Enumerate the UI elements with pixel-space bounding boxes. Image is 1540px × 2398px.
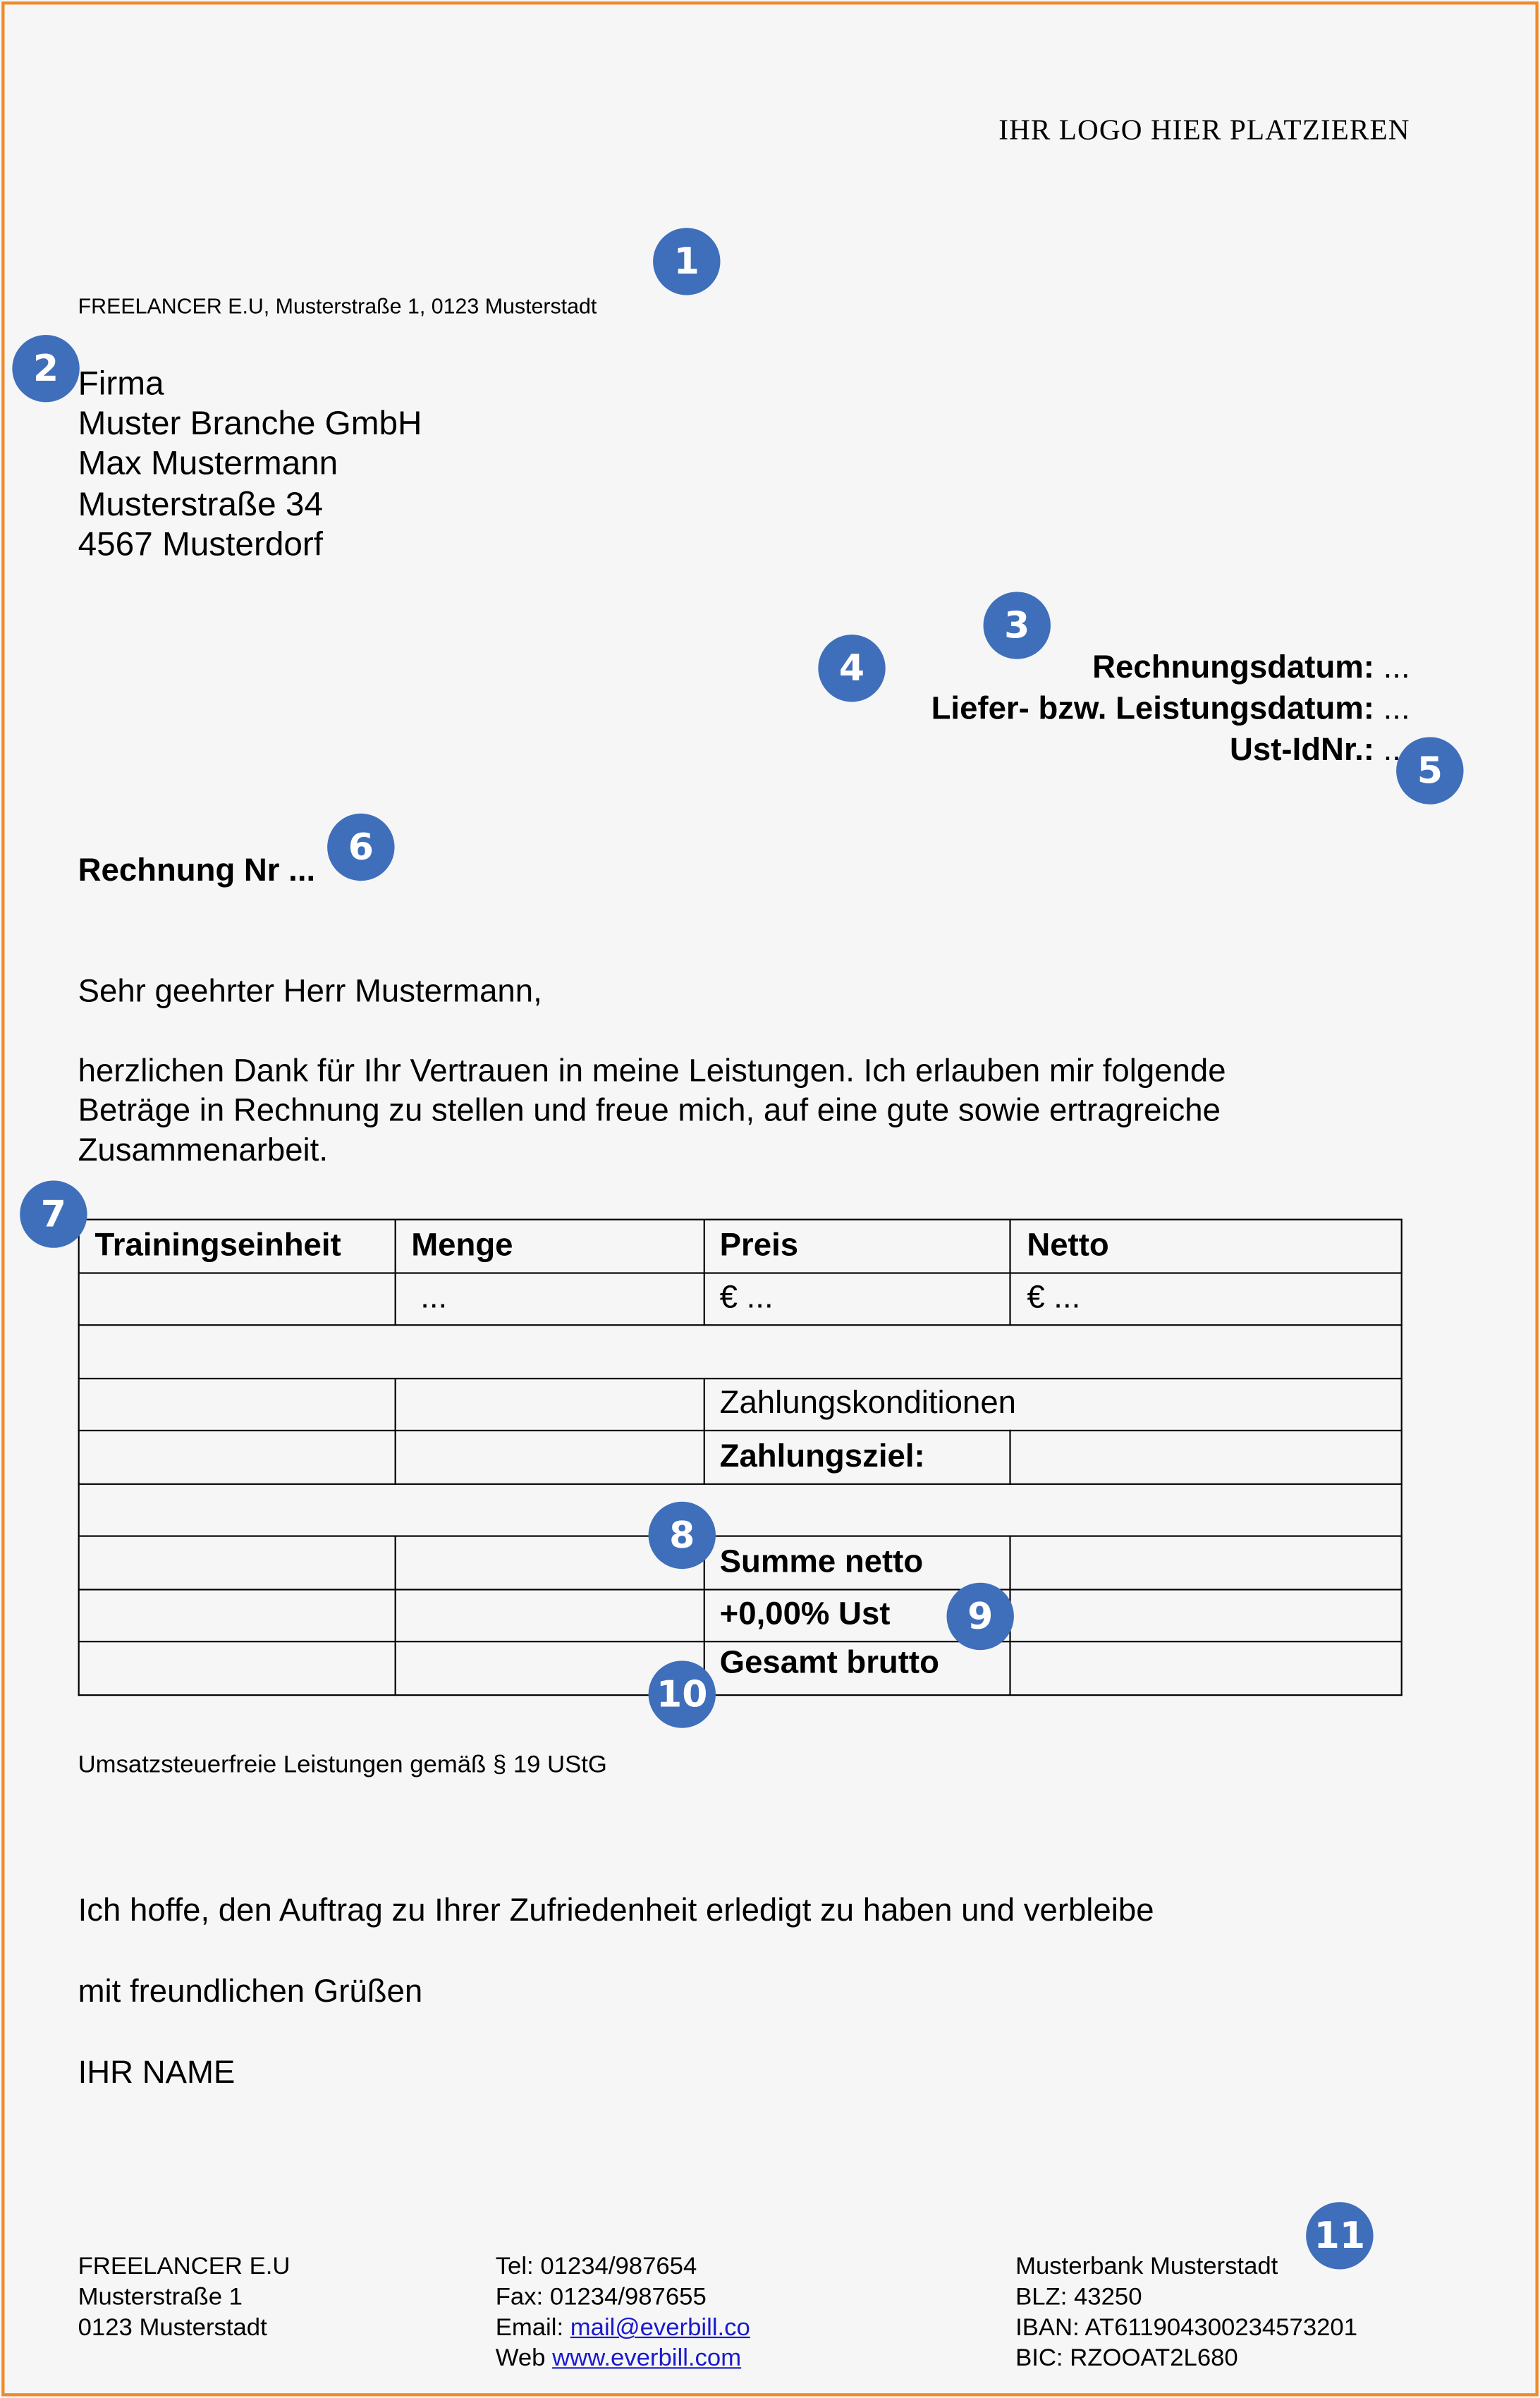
footer-city: 0123 Musterstadt [78,2315,267,2342]
tax-note: Umsatzsteuerfreie Leistungen gemäß § 19 … [78,1752,607,1779]
vat-id: Ust-IdNr.: ... [1230,734,1410,766]
regards: mit freundlichen Grüßen [78,1974,423,2009]
table-cell [1010,1429,1402,1484]
recipient-line: Firma [78,364,164,403]
table-row: +0,00% Ust [78,1588,1402,1643]
total-gross-label: Gesamt brutto [702,1641,1012,1696]
footer-iban: IBAN: AT611904300234573201 [1015,2315,1358,2342]
closing-text: Ich hoffe, den Auftrag zu Ihrer Zufriede… [78,1892,1154,1928]
number-badge: 8 [648,1501,716,1570]
recipient-line: 4567 Musterdorf [78,524,324,563]
recipient-line: Musterstraße 34 [78,484,323,523]
table-cell [78,1641,396,1696]
number-badge: 10 [648,1660,716,1728]
table-row: Zahlungskonditionen [78,1377,1402,1431]
table-cell [394,1377,704,1431]
meta-label: Liefer- bzw. Leistungsdatum: [931,691,1374,727]
invoice-date: Rechnungsdatum: ... [1092,652,1410,684]
number-badge: 5 [1396,737,1464,805]
web-label: Web [495,2345,553,2372]
header-cell: Trainingseinheit [78,1218,396,1273]
table-cell: ... [394,1271,704,1326]
number-badge: 9 [946,1582,1014,1651]
footer-tel: Tel: 01234/987654 [495,2253,697,2280]
intro-line: herzlichen Dank für Ihr Vertrauen in mei… [78,1053,1226,1089]
footer-blz: BLZ: 43250 [1015,2284,1142,2311]
table-row: Gesamt brutto [78,1641,1402,1696]
invoice-table: Trainingseinheit Menge Preis Netto ... €… [78,1218,1402,1696]
header-cell: Menge [394,1218,704,1273]
meta-value: ... [1383,649,1410,685]
number-badge: 11 [1306,2202,1374,2270]
table-row: Zahlungsziel: [78,1429,1402,1484]
header-cell: Netto [1010,1218,1402,1273]
table-cell [1010,1641,1402,1696]
invoice-title: Rechnung Nr ... [78,853,316,889]
footer-web: Web www.everbill.com [496,2347,741,2372]
table-cell [78,1482,1402,1537]
number-badge: 1 [653,228,721,295]
recipient-line: Max Mustermann [78,443,338,482]
signature-name: IHR NAME [78,2055,236,2091]
table-cell [394,1641,704,1696]
footer-street: Musterstraße 1 [78,2284,243,2311]
table-cell [78,1588,396,1643]
table-cell: € ... [702,1271,1012,1326]
web-link[interactable]: www.everbill.com [552,2345,742,2372]
footer-bank: Musterbank Musterstadt [1015,2253,1278,2280]
table-cell [78,1429,396,1484]
header-cell: Preis [702,1218,1012,1273]
payment-due-label: Zahlungsziel: [702,1429,1012,1484]
footer-email: Email: mail@everbill.co [495,2315,750,2342]
table-row [78,1324,1402,1379]
recipient-line: Muster Branche GmbH [78,403,422,442]
meta-value: ... [1383,691,1410,727]
sender-line: FREELANCER E.U, Musterstraße 1, 0123 Mus… [78,293,597,319]
number-badge: 4 [818,635,886,702]
table-row [78,1482,1402,1537]
table-row: ... € ... € ... [78,1271,1402,1326]
number-badge: 2 [12,334,80,403]
table-cell [78,1324,1402,1379]
intro-line: Zusammenarbeit. [78,1133,329,1168]
email-link[interactable]: mail@everbill.co [570,2315,750,2342]
footer-company: FREELANCER E.U [78,2253,291,2280]
number-badge: 7 [20,1180,87,1248]
salutation: Sehr geehrter Herr Mustermann, [78,974,542,1010]
footer-bic: BIC: RZOOAT2L680 [1015,2345,1238,2372]
email-label: Email: [495,2315,570,2342]
delivery-date: Liefer- bzw. Leistungsdatum: ... [931,692,1410,725]
number-badge: 6 [327,813,395,881]
table-cell [78,1535,396,1590]
table-header-row: Trainingseinheit Menge Preis Netto [78,1218,1402,1273]
meta-label: Ust-IdNr.: [1230,732,1374,768]
table-cell [1010,1588,1402,1643]
table-cell [394,1588,704,1643]
table-cell [1010,1535,1402,1590]
table-cell: € ... [1010,1271,1402,1326]
logo-placeholder: IHR LOGO HIER PLATZIEREN [998,114,1410,147]
payment-terms: Zahlungskonditionen [702,1377,1402,1431]
table-row: Summe netto [78,1535,1402,1590]
table-cell [78,1377,396,1431]
number-badge: 3 [983,592,1051,659]
meta-label: Rechnungsdatum: [1092,649,1374,685]
table-cell [394,1429,704,1484]
table-cell [78,1271,396,1326]
sum-net-label: Summe netto [702,1535,1012,1590]
intro-line: Beträge in Rechnung zu stellen und freue… [78,1093,1221,1129]
footer-fax: Fax: 01234/987655 [495,2284,707,2311]
